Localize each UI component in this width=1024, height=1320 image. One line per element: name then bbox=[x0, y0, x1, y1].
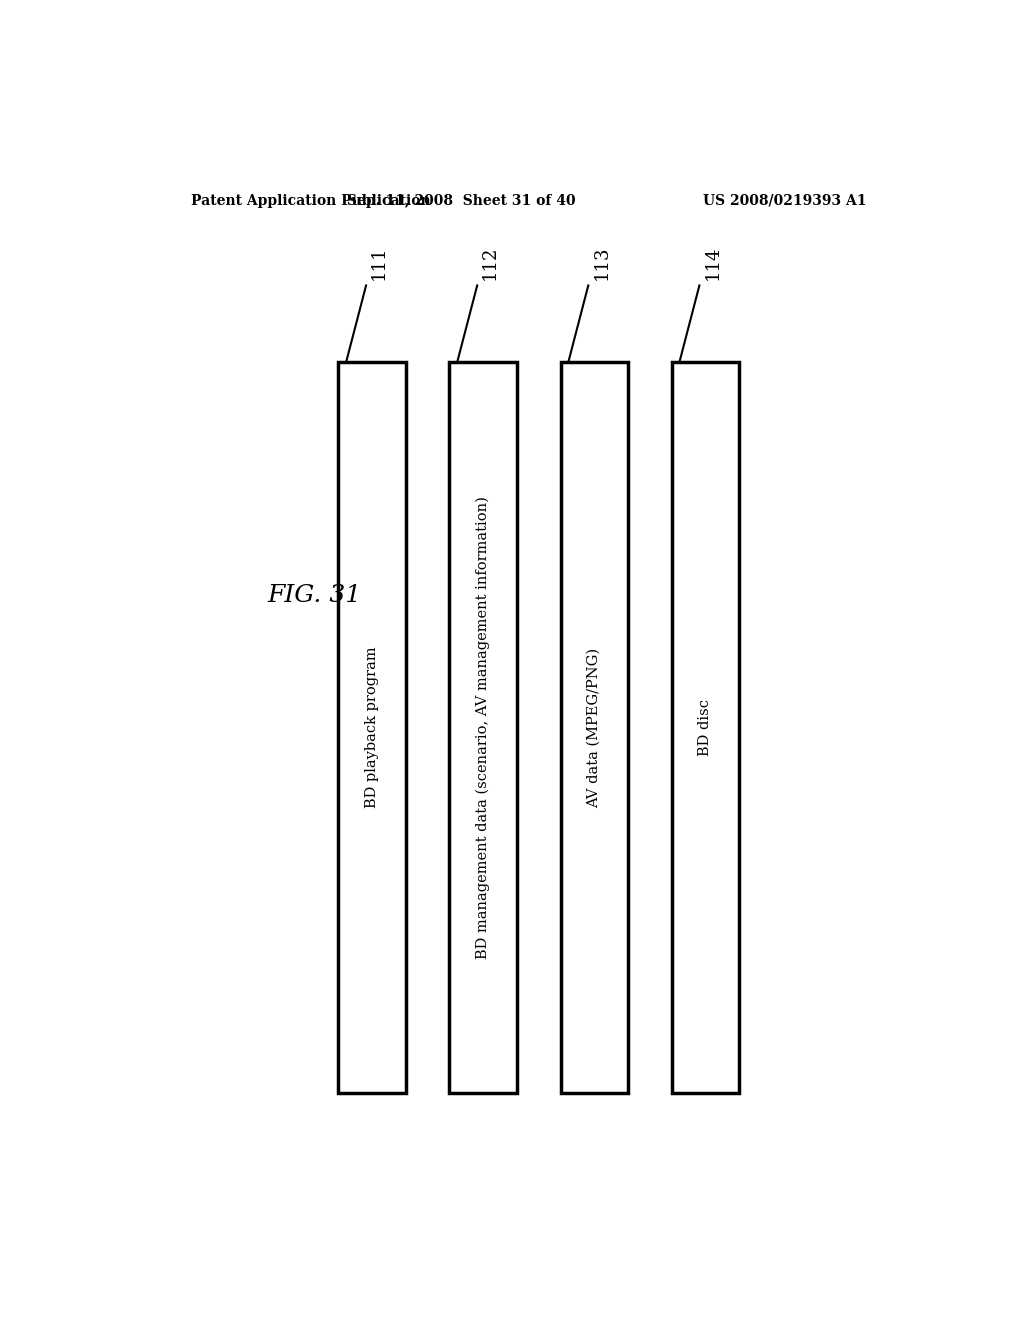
Text: BD playback program: BD playback program bbox=[365, 647, 379, 808]
Text: BD management data (scenario, AV management information): BD management data (scenario, AV managem… bbox=[476, 496, 490, 960]
Bar bbox=[560, 362, 628, 1093]
Text: Patent Application Publication: Patent Application Publication bbox=[191, 194, 431, 209]
Text: AV data (MPEG/PNG): AV data (MPEG/PNG) bbox=[587, 648, 601, 808]
Bar bbox=[338, 362, 406, 1093]
Text: Sep. 11, 2008  Sheet 31 of 40: Sep. 11, 2008 Sheet 31 of 40 bbox=[347, 194, 575, 209]
Text: 112: 112 bbox=[481, 246, 499, 280]
Text: 111: 111 bbox=[370, 246, 388, 280]
Bar bbox=[450, 362, 517, 1093]
Text: FIG. 31: FIG. 31 bbox=[267, 583, 361, 607]
Bar bbox=[672, 362, 739, 1093]
Text: 114: 114 bbox=[703, 246, 721, 280]
Text: US 2008/0219393 A1: US 2008/0219393 A1 bbox=[702, 194, 866, 209]
Text: 113: 113 bbox=[592, 246, 610, 280]
Text: BD disc: BD disc bbox=[698, 700, 713, 756]
